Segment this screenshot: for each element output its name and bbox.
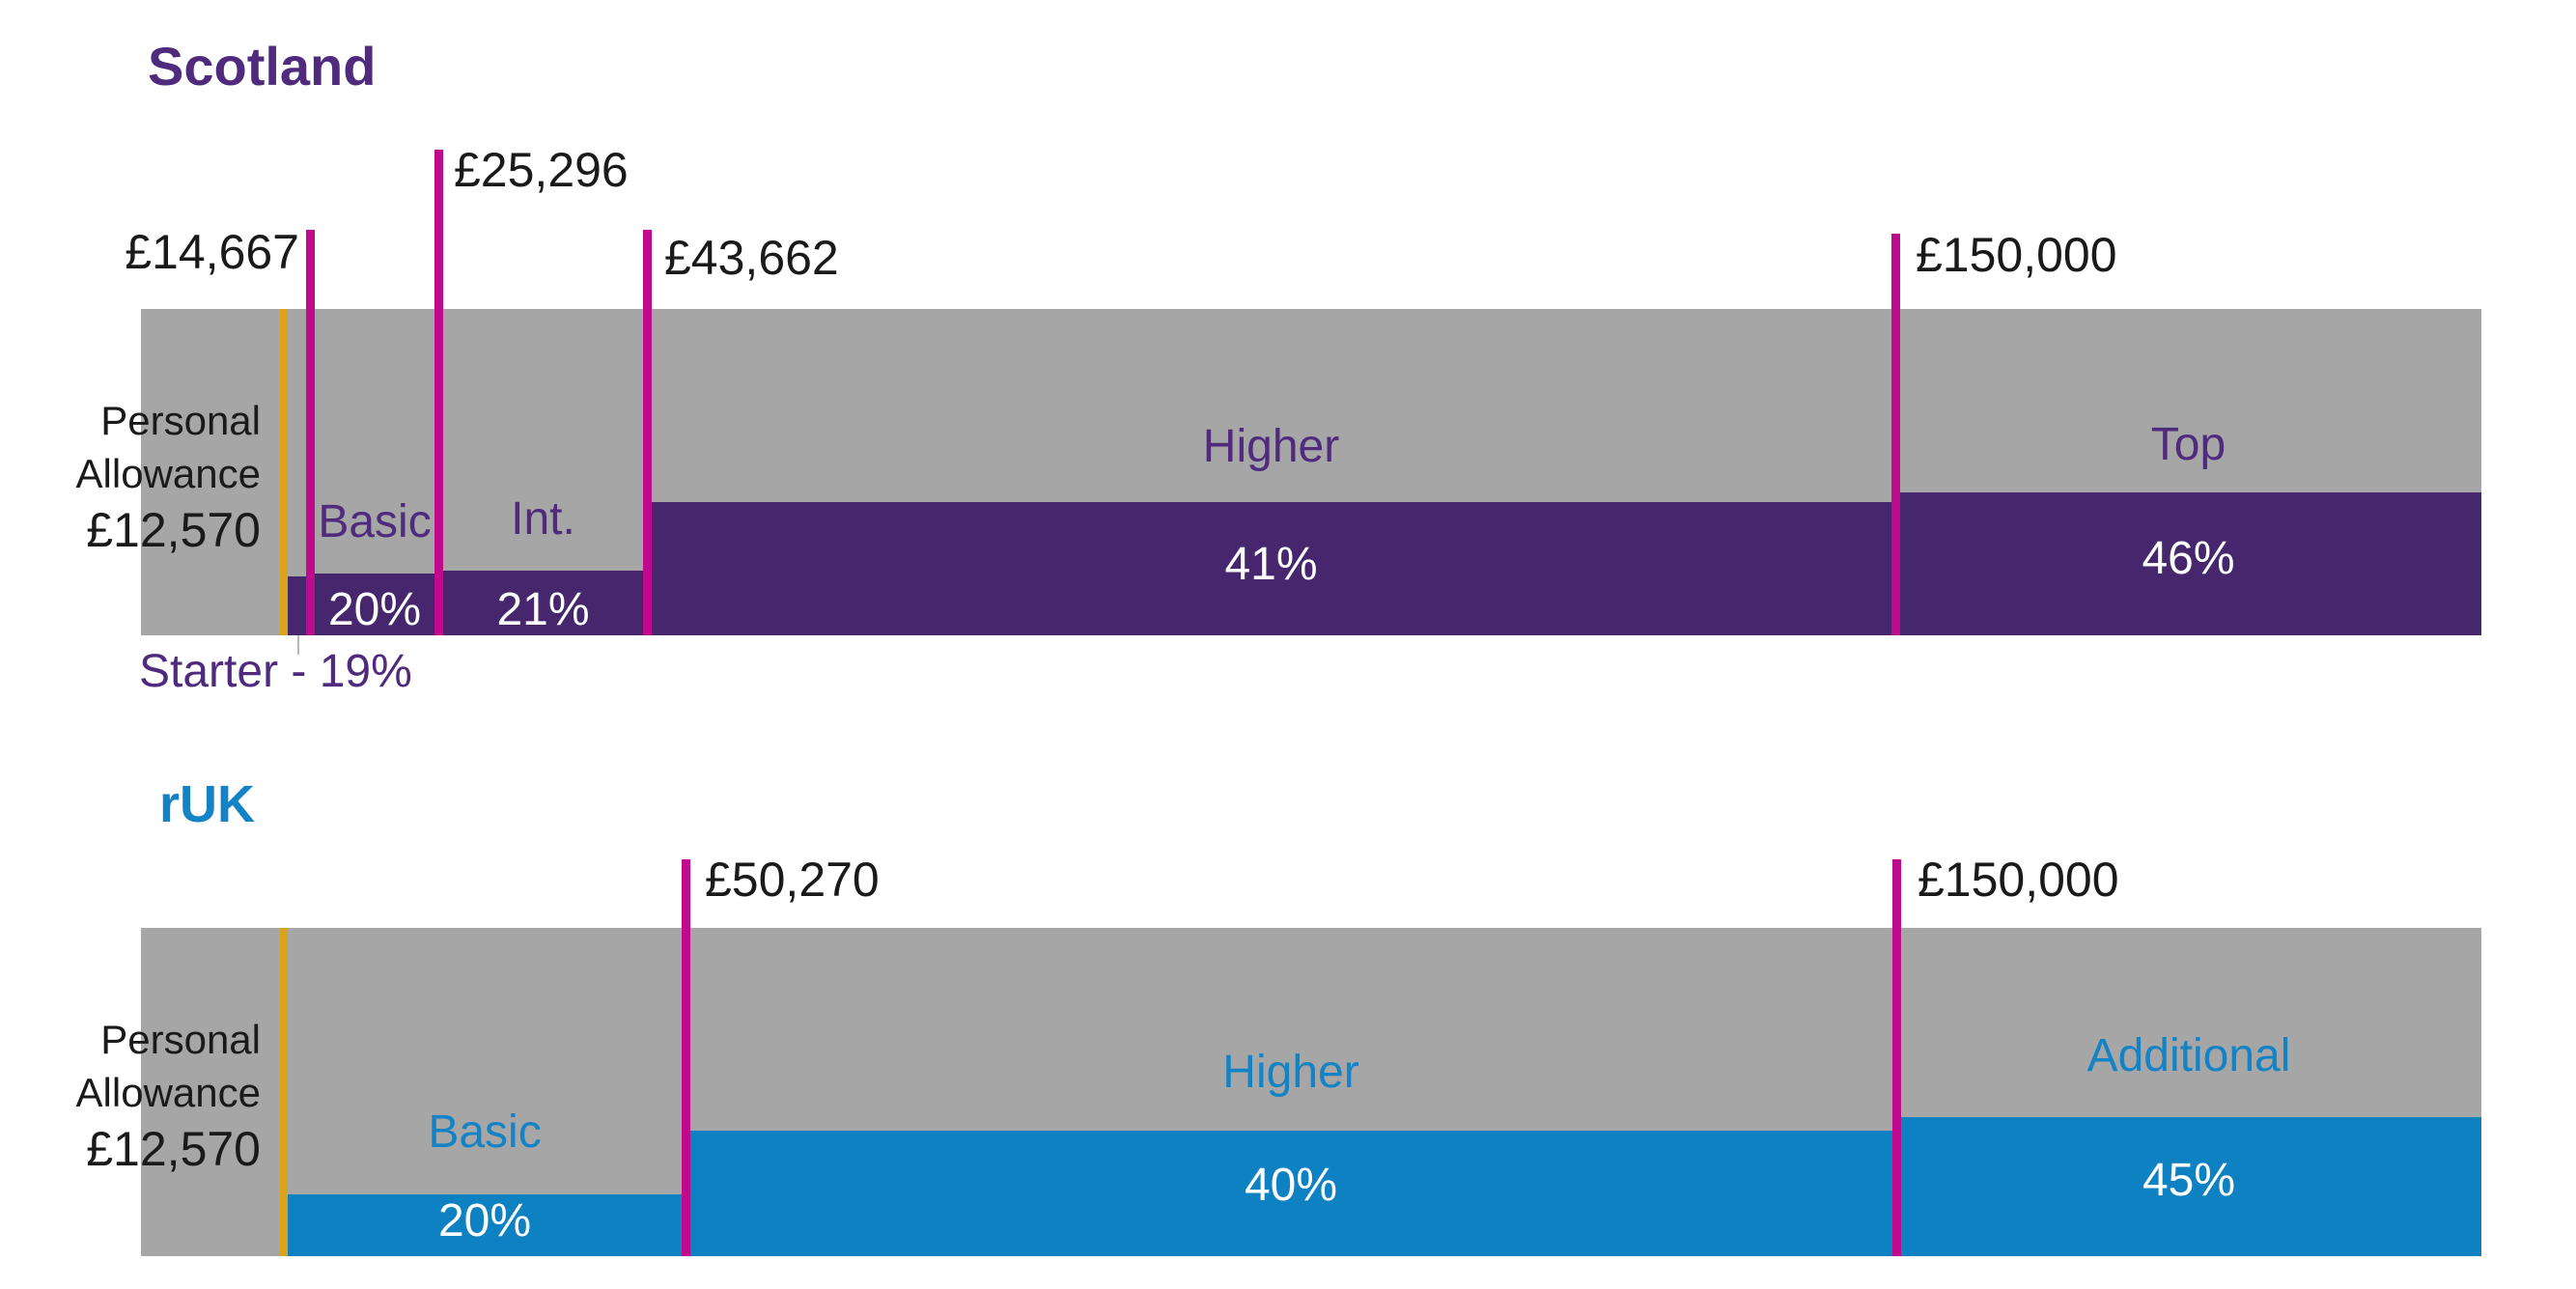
starter-leader-line	[297, 635, 299, 655]
scotland-threshold-label-150000: £150,000	[1916, 228, 2117, 282]
scotland-pa-label-line2: Allowance	[75, 451, 261, 496]
ruk-title: rUK	[159, 775, 256, 833]
ruk-personal-allowance-marker-line	[280, 928, 288, 1256]
scotland-band-label-basic: Basic	[318, 496, 432, 547]
scotland-rate-intermediate: 21%	[496, 584, 590, 635]
ruk-band-label-basic: Basic	[428, 1107, 542, 1158]
ruk-threshold-label-50270: £50,270	[705, 853, 880, 907]
scotland-band-basic	[310, 574, 439, 635]
ruk-rate-higher: 40%	[1244, 1160, 1338, 1211]
scotland-pa-label-line1: Personal	[100, 398, 261, 443]
scotland-band-label-higher: Higher	[1202, 421, 1340, 472]
scotland-rate-top: 46%	[2142, 533, 2235, 584]
scotland-threshold-line-25296	[434, 150, 443, 635]
scotland-band-label-top: Top	[2150, 419, 2226, 470]
ruk-threshold-line-50270	[682, 859, 690, 1256]
ruk-threshold-line-150000	[1892, 859, 1901, 1256]
scotland-band-higher	[647, 502, 1895, 635]
starter-rate-note: Starter - 19%	[139, 646, 412, 697]
ruk-band-label-additional: Additional	[2086, 1030, 2291, 1081]
scotland-band-intermediate	[439, 571, 647, 635]
scotland-threshold-line-43662	[643, 230, 652, 635]
scotland-threshold-label-14667: £14,667	[125, 225, 299, 279]
scotland-threshold-label-43662: £43,662	[664, 231, 839, 285]
scotland-band-top	[1895, 492, 2481, 635]
ruk-pa-label-line1: Personal	[100, 1017, 261, 1062]
ruk-rate-additional: 45%	[2142, 1155, 2236, 1206]
scotland-rate-higher: 41%	[1224, 539, 1318, 590]
ruk-band-higher	[686, 1131, 1896, 1256]
scotland-band-label-intermediate: Int.	[511, 493, 575, 545]
scotland-personal-allowance-marker-line	[280, 309, 288, 635]
scotland-rate-basic: 20%	[327, 584, 422, 635]
ruk-rate-basic: 20%	[437, 1195, 532, 1247]
ruk-band-label-higher: Higher	[1222, 1047, 1359, 1098]
ruk-band-basic	[284, 1194, 686, 1256]
scotland-threshold-line-150000	[1891, 234, 1900, 635]
scotland-title: Scotland	[148, 36, 377, 97]
scotland-pa-amount: £12,570	[86, 503, 261, 557]
ruk-pa-label-line2: Allowance	[75, 1070, 261, 1115]
ruk-pa-amount: £12,570	[86, 1122, 261, 1176]
ruk-band-additional	[1896, 1117, 2481, 1256]
scotland-threshold-line-14667	[306, 230, 315, 635]
scotland-threshold-label-25296: £25,296	[454, 143, 629, 197]
ruk-threshold-label-150000: £150,000	[1918, 853, 2119, 907]
scotland-band-starter	[284, 576, 310, 635]
